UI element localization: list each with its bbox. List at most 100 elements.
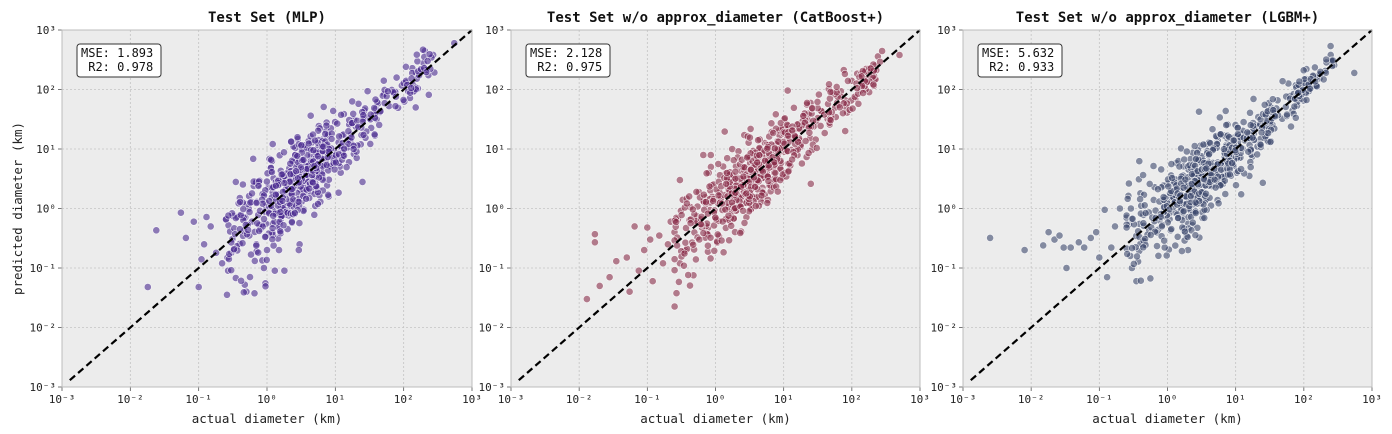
data-point (1092, 228, 1101, 237)
y-tick-label: 10⁰ (36, 203, 56, 216)
stats-box-frame (76, 43, 162, 78)
data-point (1160, 236, 1169, 245)
data-point (1074, 238, 1083, 247)
data-point (1211, 183, 1220, 192)
data-point (686, 219, 695, 228)
data-point (1295, 77, 1304, 86)
data-point (986, 233, 994, 242)
data-point (771, 110, 780, 119)
data-point (717, 236, 726, 245)
data-point (262, 177, 271, 186)
data-point (713, 230, 722, 239)
stats-box-frame (977, 43, 1063, 78)
y-tick-label: 10² (36, 84, 56, 97)
y-tick-label: 10³ (485, 24, 505, 37)
data-point (334, 188, 343, 197)
data-point (1246, 108, 1254, 117)
data-point (1154, 251, 1163, 260)
x-tick-label: 10⁰ (706, 393, 726, 406)
data-point (337, 110, 345, 119)
data-point (634, 266, 643, 275)
data-point (269, 211, 278, 220)
data-point (1158, 222, 1166, 231)
data-points (518, 29, 921, 382)
data-point (1228, 159, 1236, 167)
data-point (254, 248, 263, 257)
data-point (648, 277, 657, 286)
data-point (1153, 242, 1161, 250)
data-point (143, 283, 152, 291)
data-point (276, 227, 285, 236)
data-point (1266, 137, 1275, 146)
axes-frame (61, 29, 473, 388)
data-point (370, 104, 379, 112)
data-point (263, 246, 271, 254)
data-point (1133, 252, 1141, 261)
x-axis-label: actual diameter (km) (192, 411, 343, 426)
data-point (869, 80, 878, 89)
data-point (1128, 214, 1137, 223)
data-point (1216, 130, 1225, 139)
y-tick-label: 10⁻² (30, 322, 57, 335)
x-tick-label: 10⁻² (117, 393, 144, 406)
data-point (1080, 243, 1089, 252)
data-point (670, 302, 679, 311)
data-point (227, 266, 236, 275)
stats-box: MSE: 5.632 R2: 0.933 (977, 43, 1063, 78)
data-point (297, 141, 306, 150)
data-point (706, 151, 715, 159)
data-point (704, 241, 712, 250)
data-point (1215, 113, 1224, 122)
y-axis-label: predicted diameter (km) (10, 122, 25, 295)
data-point (1283, 110, 1291, 119)
data-point (801, 137, 810, 145)
stats-box-frame (525, 43, 611, 78)
data-point (1107, 243, 1116, 252)
data-point (1260, 100, 1269, 109)
data-point (1146, 231, 1155, 239)
subplot-catboost: 10⁻³ 10⁻² 10⁻¹ 10⁰ 10¹ 10² 10³ 10⁻³ 10⁻² 10⁻¹ 10⁰ 1… (479, 10, 930, 426)
identity-line (518, 29, 921, 382)
data-point (265, 196, 274, 205)
data-point (248, 189, 256, 198)
x-axis-label: actual diameter (km) (640, 411, 791, 426)
data-point (391, 102, 400, 111)
data-point (1237, 190, 1246, 199)
data-point (270, 266, 279, 275)
y-tick-label: 10¹ (937, 143, 957, 156)
data-point (1257, 128, 1266, 137)
data-point (276, 208, 285, 216)
data-point (764, 177, 773, 185)
data-point (319, 103, 328, 111)
data-point (1167, 160, 1176, 168)
data-point (1350, 69, 1359, 77)
data-point (1290, 102, 1299, 111)
data-point (330, 165, 339, 174)
stats-mse-text: MSE: 5.632 (982, 46, 1054, 60)
data-point (1167, 225, 1176, 233)
data-point (1127, 204, 1135, 213)
data-point (1237, 165, 1245, 173)
data-point (1210, 175, 1219, 184)
data-point (340, 151, 348, 160)
data-point (294, 246, 303, 254)
data-point (1311, 63, 1319, 72)
data-point (1136, 276, 1145, 285)
data-point (292, 167, 300, 176)
data-point (1174, 214, 1183, 222)
data-point (825, 80, 833, 89)
data-point (1208, 125, 1217, 134)
data-point (1249, 95, 1258, 103)
y-tick-label: 10⁻³ (479, 381, 506, 394)
identity-line (970, 29, 1373, 382)
data-point (681, 238, 690, 247)
data-point (321, 129, 330, 138)
data-point (699, 229, 708, 237)
data-point (706, 254, 715, 263)
data-point (1191, 198, 1200, 207)
data-point (743, 153, 752, 162)
data-point (1175, 162, 1184, 171)
data-point (280, 266, 289, 275)
data-point (1139, 171, 1147, 179)
data-point (252, 198, 261, 207)
